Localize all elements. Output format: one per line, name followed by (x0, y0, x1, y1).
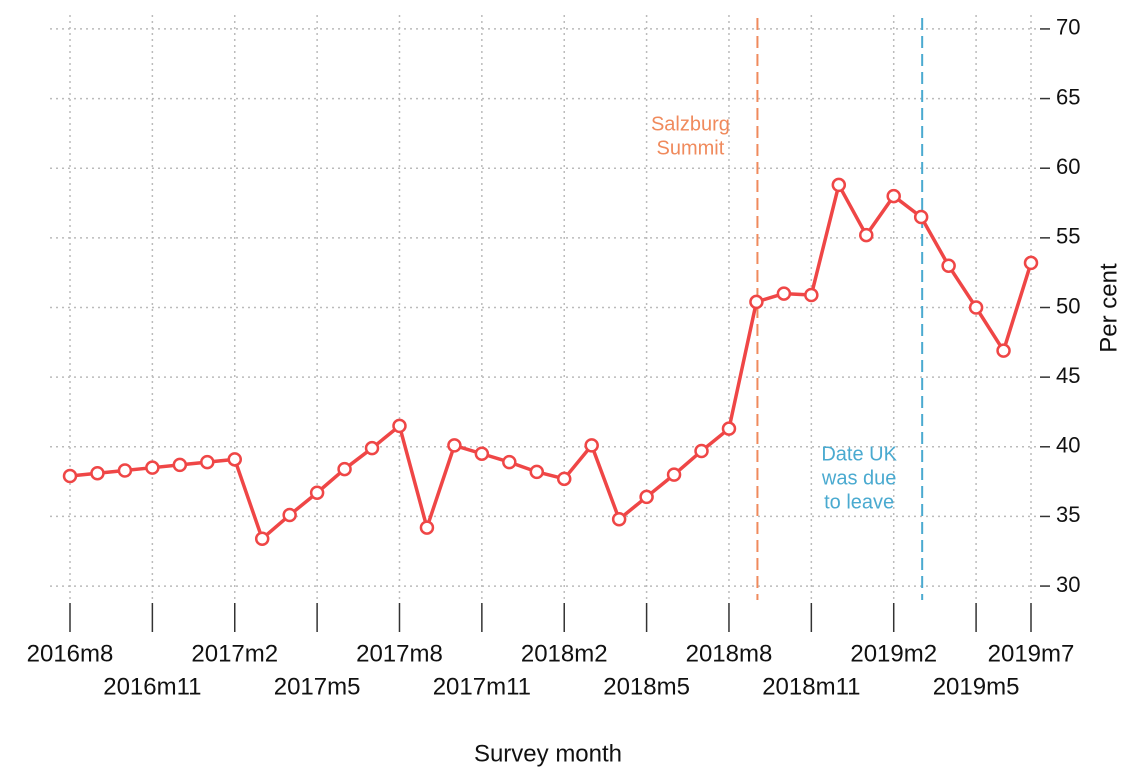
y-axis-title: Per cent (1095, 263, 1122, 353)
data-point (419, 520, 435, 535)
x-tick-label: 2019m5 (933, 673, 1020, 700)
data-point (117, 463, 133, 478)
data-point (1023, 255, 1039, 271)
data-point (913, 209, 929, 225)
annotation-label: was due (821, 467, 897, 489)
x-tick-label: 2017m2 (191, 640, 278, 667)
x-tick-label: 2017m11 (433, 673, 531, 700)
x-axis-title: Survey month (474, 740, 622, 767)
x-tick-label: 2018m5 (603, 673, 690, 700)
data-point (776, 286, 792, 301)
data-point (639, 489, 654, 505)
y-tick-label: 30 (1056, 572, 1080, 597)
data-point (62, 468, 78, 484)
data-point (996, 343, 1011, 358)
data-point (831, 177, 847, 193)
x-tick-label: 2018m8 (686, 640, 773, 667)
data-point (392, 418, 407, 434)
data-point (859, 227, 874, 243)
annotation-label: Salzburg (651, 113, 730, 135)
data-point (749, 294, 764, 310)
x-tick-label: 2016m11 (103, 673, 201, 700)
data-point (694, 443, 709, 459)
data-point (227, 452, 242, 467)
x-tick-label: 2018m2 (521, 640, 608, 667)
x-tick-label: 2016m8 (27, 640, 114, 667)
data-point (611, 511, 627, 527)
data-point (282, 507, 297, 523)
data-point (721, 421, 737, 436)
data-point (364, 440, 380, 456)
x-tick-label: 2017m5 (274, 673, 361, 700)
data-point (172, 457, 188, 473)
data-point (145, 460, 160, 475)
x-tick-label: 2018m11 (762, 673, 860, 700)
data-point (804, 287, 819, 303)
data-point (556, 471, 572, 487)
x-tick-label: 2017m8 (356, 640, 443, 667)
data-point (502, 454, 517, 470)
y-tick-label: 35 (1056, 502, 1080, 527)
data-point (474, 446, 490, 461)
annotation-label: Summit (657, 137, 725, 159)
data-point (337, 461, 352, 477)
x-tick-label: 2019m7 (988, 640, 1075, 667)
data-point (447, 438, 462, 453)
data-point (200, 454, 215, 470)
data-point (529, 464, 545, 480)
data-point (666, 467, 682, 482)
data-point (941, 258, 956, 273)
data-point (584, 438, 599, 453)
y-tick-label: 40 (1056, 433, 1080, 458)
data-point (886, 188, 901, 204)
annotation-label: Date UK (821, 443, 897, 465)
y-tick-label: 55 (1056, 224, 1080, 249)
data-point (90, 466, 105, 481)
data-point (309, 485, 325, 500)
x-tick-label: 2019m2 (850, 640, 937, 667)
y-tick-label: 65 (1056, 84, 1080, 109)
y-tick-label: 60 (1056, 154, 1080, 179)
data-point (254, 531, 270, 546)
y-tick-label: 70 (1056, 15, 1080, 40)
y-tick-label: 50 (1056, 293, 1080, 318)
annotation-label: to leave (824, 491, 894, 513)
y-tick-label: 45 (1056, 363, 1080, 388)
data-point (968, 300, 984, 315)
